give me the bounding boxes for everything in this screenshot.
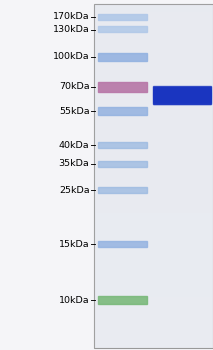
Bar (153, 96, 211, 97)
Bar (153, 93, 211, 94)
Bar (153, 86, 211, 87)
Bar (98, 161, 147, 167)
Bar (98, 187, 147, 193)
Bar (153, 95, 211, 96)
Bar (153, 98, 211, 99)
Bar (98, 82, 147, 92)
Bar (153, 90, 211, 91)
Text: 170kDa: 170kDa (53, 12, 89, 21)
Text: 35kDa: 35kDa (59, 159, 89, 168)
Text: 55kDa: 55kDa (59, 107, 89, 116)
Bar (153, 89, 211, 90)
Text: 100kDa: 100kDa (53, 52, 89, 61)
Bar (153, 94, 211, 95)
Text: 10kDa: 10kDa (59, 296, 89, 305)
Bar (153, 97, 211, 98)
Bar (94, 4, 213, 348)
Text: 15kDa: 15kDa (59, 240, 89, 249)
Bar (153, 99, 211, 100)
Bar (98, 296, 147, 304)
Bar (153, 92, 211, 93)
Bar (98, 26, 147, 32)
Bar (153, 88, 211, 89)
Bar (153, 91, 211, 92)
Bar (153, 100, 211, 101)
Bar (153, 102, 211, 103)
Bar (153, 87, 211, 88)
Text: 40kDa: 40kDa (59, 141, 89, 150)
Bar (153, 103, 211, 104)
Bar (98, 142, 147, 148)
Text: 25kDa: 25kDa (59, 186, 89, 195)
Bar (98, 107, 147, 115)
Text: 70kDa: 70kDa (59, 82, 89, 91)
Bar (98, 53, 147, 61)
Text: 130kDa: 130kDa (53, 25, 89, 34)
Bar (98, 14, 147, 20)
Bar (98, 241, 147, 247)
Bar (153, 101, 211, 102)
